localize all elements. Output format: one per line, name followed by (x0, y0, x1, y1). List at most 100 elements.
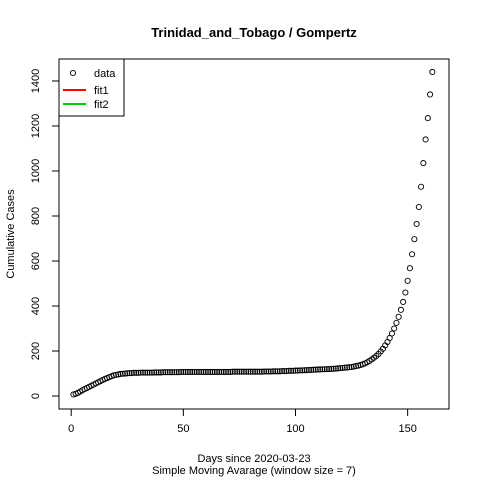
data-point (243, 368, 250, 375)
data-point (406, 265, 413, 272)
data-point (227, 368, 234, 376)
legend-fit2-label: fit2 (94, 99, 109, 111)
data-point (229, 368, 236, 375)
data-point (160, 369, 167, 376)
legend: data fit1 fit2 (58, 58, 125, 117)
data-point (209, 368, 216, 376)
data-point (249, 368, 256, 375)
legend-data-label: data (94, 68, 116, 80)
data-point (265, 368, 272, 375)
legend-fit1-label: fit1 (94, 85, 109, 97)
data-point (182, 368, 189, 376)
data-point (328, 365, 335, 372)
data-point (323, 365, 330, 373)
data-point (133, 369, 140, 376)
data-point (276, 368, 283, 375)
data-point (261, 368, 268, 375)
data-point (247, 368, 254, 375)
data-point (335, 365, 342, 372)
data-point (424, 115, 431, 122)
y-axis: 0 200 400 600 800 1000 1200 1400 (30, 69, 60, 399)
data-point (218, 368, 225, 376)
data-point (187, 368, 194, 376)
data-point (299, 367, 306, 374)
data-point (117, 370, 124, 378)
data-point (155, 369, 162, 376)
data-point (272, 368, 279, 375)
data-point (189, 368, 196, 376)
data-point (175, 369, 182, 376)
data-point (171, 369, 178, 376)
data-point (290, 367, 297, 374)
data-point (225, 368, 232, 376)
data-point (195, 368, 203, 376)
data-point (135, 369, 142, 376)
y-tick-label: 0 (30, 393, 42, 399)
data-point (418, 183, 425, 190)
legend-data-symbol (69, 69, 77, 77)
data-point (413, 220, 420, 227)
data-point (314, 366, 321, 373)
data-point (400, 298, 407, 306)
data-point (202, 368, 209, 376)
data-point (146, 369, 153, 376)
data-point (321, 366, 328, 373)
chart-title: Trinidad_and_Tobago / Gompertz (151, 25, 357, 40)
data-point (397, 306, 404, 313)
data-point (346, 364, 353, 371)
data-point (339, 364, 346, 371)
data-point (404, 277, 411, 284)
data-point (128, 370, 135, 377)
data-point (337, 365, 344, 372)
data-point (281, 368, 288, 375)
data-point (395, 313, 402, 320)
x-tick-label: 100 (286, 423, 304, 435)
y-tick-label: 800 (30, 207, 42, 225)
y-tick-label: 600 (30, 252, 42, 270)
data-point (415, 203, 422, 211)
data-point (234, 368, 241, 375)
data-point (153, 369, 160, 376)
data-point (139, 369, 147, 376)
data-point (305, 366, 313, 373)
data-point (216, 368, 223, 376)
data-point (422, 136, 429, 143)
data-point (200, 368, 207, 376)
data-point (126, 370, 133, 377)
data-point (278, 368, 286, 375)
data-point (137, 369, 144, 376)
data-point (344, 364, 351, 371)
x-tick-label: 0 (68, 423, 74, 435)
data-point (130, 369, 138, 376)
y-tick-label: 400 (30, 297, 42, 315)
data-point (119, 370, 126, 377)
data-point (240, 368, 247, 375)
data-point (166, 369, 173, 376)
data-point (178, 368, 185, 376)
data-point (353, 363, 360, 370)
data-point (287, 367, 295, 374)
x-axis-label: Days since 2020-03-23 (197, 453, 310, 465)
data-point (231, 368, 238, 375)
x-tick-label: 50 (177, 423, 189, 435)
data-point (409, 251, 416, 258)
data-point (429, 68, 436, 76)
x-axis-sublabel: Simple Moving Avarage (window size = 7) (152, 465, 356, 477)
data-point (213, 368, 221, 376)
data-point (180, 368, 187, 376)
y-tick-label: 1400 (30, 69, 42, 93)
data-point (332, 365, 339, 372)
data-point (301, 367, 308, 374)
data-point (191, 368, 198, 376)
data-point (173, 369, 180, 376)
data-point (184, 368, 191, 376)
data-point (312, 366, 319, 373)
plot-frame (58, 58, 450, 410)
data-point (330, 365, 337, 372)
y-tick-label: 1200 (30, 114, 42, 138)
data-point (169, 369, 176, 376)
data-point (148, 369, 155, 376)
data-point (207, 368, 214, 376)
data-point (220, 368, 227, 376)
